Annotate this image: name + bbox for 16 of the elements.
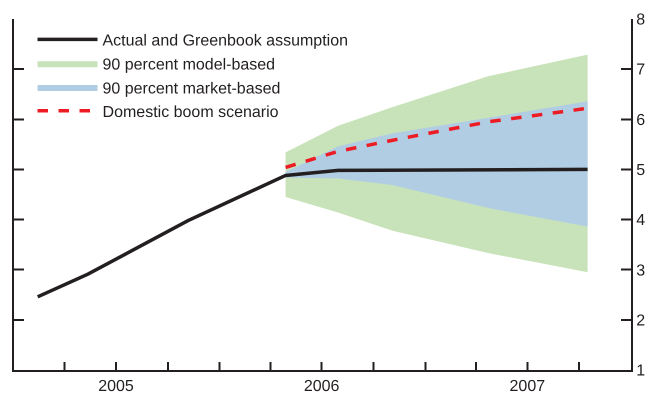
y-tick-label: 7 [636,62,646,79]
legend-label: 90 percent model-based [102,56,276,74]
y-tick-label: 2 [636,312,646,330]
legend-label: Domestic boom scenario [102,104,279,122]
legend-label: 90 percent market-based [102,80,280,98]
x-tick-label: 2007 [510,378,546,396]
y-tick-label: 5 [636,162,646,180]
y-tick-label: 4 [636,212,646,230]
line-series [36,168,590,299]
y-tick-label: 8 [636,12,646,29]
y-tick-label: 1 [636,362,646,380]
x-tick-label: 2005 [98,378,134,396]
y-tick-label: 6 [636,112,646,129]
x-tick-label: 2006 [304,378,340,396]
y-tick-label: 3 [636,262,646,280]
legend-label: Actual and Greenbook assumption [102,32,348,50]
